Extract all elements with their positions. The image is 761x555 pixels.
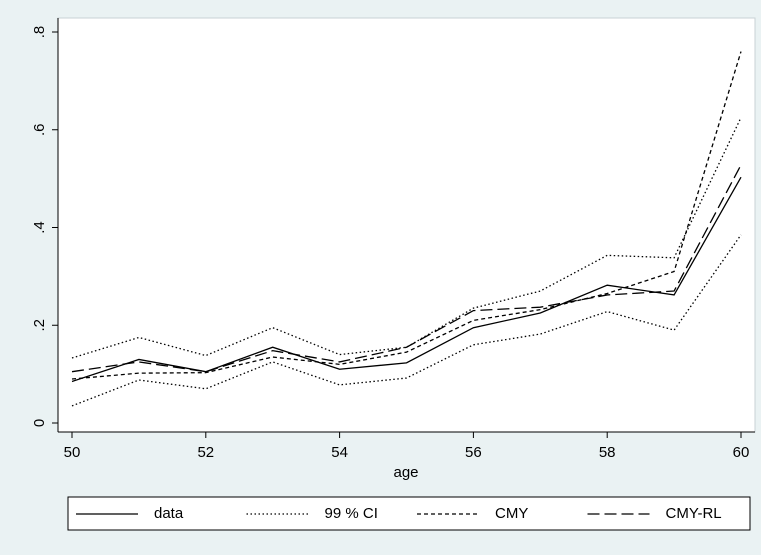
line [71, 176, 742, 383]
y-tick-label: 0 [31, 419, 48, 427]
line [71, 164, 742, 373]
line [71, 117, 742, 359]
x-tick-label: 50 [64, 444, 81, 461]
line [71, 234, 742, 407]
y-tick-label: .2 [31, 319, 48, 332]
legend-label: data [154, 505, 184, 522]
x-tick-label: 56 [465, 444, 482, 461]
legend-label: CMY [495, 505, 528, 522]
x-tick-label: 54 [331, 444, 348, 461]
x-axis-label: age [393, 464, 418, 481]
legend-label: CMY-RL [666, 505, 722, 522]
plot-area [57, 17, 756, 433]
x-tick-label: 58 [599, 444, 616, 461]
legend [67, 496, 751, 531]
x-tick-label: 52 [197, 444, 214, 461]
line [71, 51, 742, 380]
y-tick-label: .6 [31, 123, 48, 136]
x-tick-label: 60 [733, 444, 750, 461]
y-tick-label: .8 [31, 26, 48, 39]
legend-label: 99 % CI [325, 505, 378, 522]
y-tick-label: .4 [31, 221, 48, 234]
